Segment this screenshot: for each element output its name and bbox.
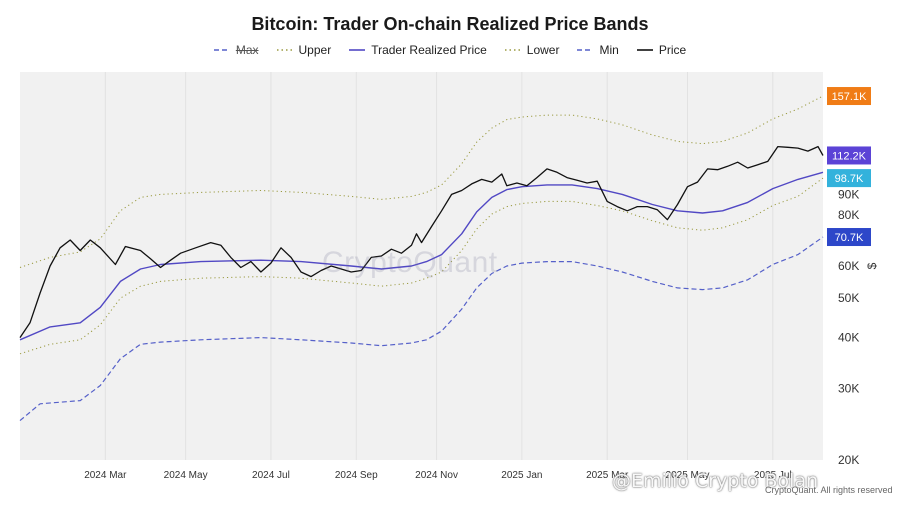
legend-item-trader-realized-price: Trader Realized Price (349, 43, 487, 57)
value-tags: 157.1K 112.2K 98.7K 70.7K (827, 87, 871, 247)
value-tag-box (827, 169, 871, 188)
y-tick-label: 80K (838, 208, 859, 222)
legend-item-upper: Upper (276, 43, 332, 57)
x-tick-label: 2024 Mar (84, 470, 127, 481)
x-tick-label: 2024 May (164, 470, 208, 481)
legend-label-price: Price (658, 43, 687, 57)
y-axis-label: $ (865, 262, 879, 269)
x-axis: 2024 Mar 2024 May 2024 Jul 2024 Sep 2024 Nov… (84, 470, 792, 481)
x-tick-label: 2025 Jul (754, 470, 792, 481)
series-line-price (19, 145, 824, 338)
y-tick-label: 30K (838, 381, 859, 395)
value-tag-label: 70.7K (835, 232, 864, 244)
value-tag-box (827, 146, 871, 165)
x-tick-label: 2025 Mar (586, 470, 629, 481)
legend-item-lower: Lower (504, 43, 560, 57)
y-tick-label: 40K (838, 331, 859, 345)
legend-label-min: Min (599, 43, 619, 57)
value-tag-box (827, 87, 871, 106)
legend-item-price: Price (636, 43, 687, 57)
series-layer (19, 95, 824, 422)
legend-label-trader-realized-price: Trader Realized Price (371, 43, 487, 57)
credit-text: CryptoQuant. All rights reserved (765, 485, 893, 495)
series-line-lower (19, 177, 824, 355)
chart-title: Bitcoin: Trader On-chain Realized Price … (251, 14, 649, 34)
overlay-watermark: @Emilio Crypto Bolan (612, 470, 819, 492)
legend-label-upper: Upper (298, 43, 332, 57)
x-tick-label: 2025 Jan (501, 470, 542, 481)
x-tick-label: 2024 Sep (335, 470, 378, 481)
series-line-trader-realized-price (19, 171, 824, 341)
legend-item-min: Min (577, 43, 619, 57)
y-tick-label: 20K (838, 453, 859, 467)
y-tick-label: 50K (838, 291, 859, 305)
y-tick-label: 60K (838, 259, 859, 273)
legend-item-max: Max (213, 43, 259, 57)
series-line-upper (19, 95, 824, 268)
cryptoquant-watermark: CryptoQuant (322, 246, 498, 279)
y-axis: 20K 30K 40K 50K 60K 80K 90K (838, 187, 859, 467)
value-tag-label: 112.2K (832, 150, 867, 162)
y-tick-label: 90K (838, 187, 859, 201)
x-tick-label: 2025 May (666, 470, 710, 481)
value-tag-label: 157.1K (832, 91, 868, 103)
x-tick-label: 2024 Nov (415, 470, 458, 481)
value-tag-label: 98.7K (835, 173, 864, 185)
chart-legend: Max Upper Trader Realized Price Lower Mi… (0, 43, 900, 57)
legend-label-max: Max (235, 43, 259, 57)
series-line-min (19, 236, 824, 422)
value-tag-box (827, 228, 871, 247)
legend-label-lower: Lower (526, 43, 560, 57)
x-tick-label: 2024 Jul (252, 470, 290, 481)
